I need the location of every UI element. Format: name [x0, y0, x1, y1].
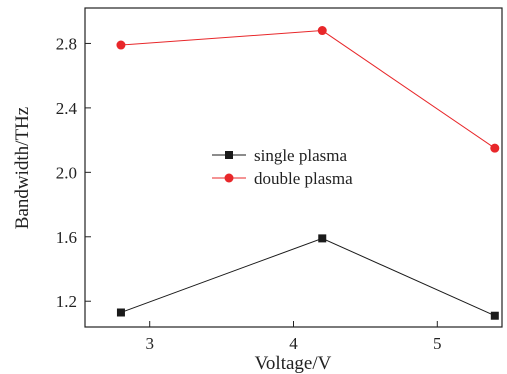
data-point-single-plasma-1	[116, 308, 125, 317]
x-tick-label-5: 5	[433, 334, 442, 353]
data-point-single-plasma-3	[490, 311, 499, 320]
x-tick-label-4: 4	[289, 334, 298, 353]
x-axis-ticks: 3 4 5	[145, 321, 442, 353]
legend-label-single-plasma: single plasma	[254, 146, 347, 165]
plot-frame	[84, 7, 503, 328]
series-layer	[116, 26, 500, 320]
data-point-double-plasma-3	[490, 143, 500, 153]
legend-label-double-plasma: double plasma	[254, 169, 353, 188]
x-tick-label-3: 3	[145, 334, 154, 353]
y-axis-ticks: 1.2 1.6 2.0 2.4 2.8	[56, 34, 91, 311]
y-tick-label-2.8: 2.8	[56, 34, 77, 53]
y-tick-label-2.0: 2.0	[56, 163, 77, 182]
series-line-double-plasma	[120, 30, 496, 149]
data-point-single-plasma-2	[318, 234, 327, 243]
data-point-double-plasma-1	[116, 40, 126, 50]
x-axis-title: Voltage/V	[255, 353, 332, 374]
data-point-double-plasma-2	[317, 26, 327, 36]
series-line-single-plasma	[120, 237, 496, 317]
y-tick-label-1.2: 1.2	[56, 292, 77, 311]
legend-marker-double-plasma	[224, 173, 234, 183]
y-tick-label-1.6: 1.6	[56, 228, 77, 247]
legend: single plasma double plasma	[212, 146, 353, 188]
y-tick-label-2.4: 2.4	[56, 99, 78, 118]
legend-marker-single-plasma	[225, 151, 233, 159]
y-axis-title: Bandwidth/THz	[12, 107, 33, 229]
